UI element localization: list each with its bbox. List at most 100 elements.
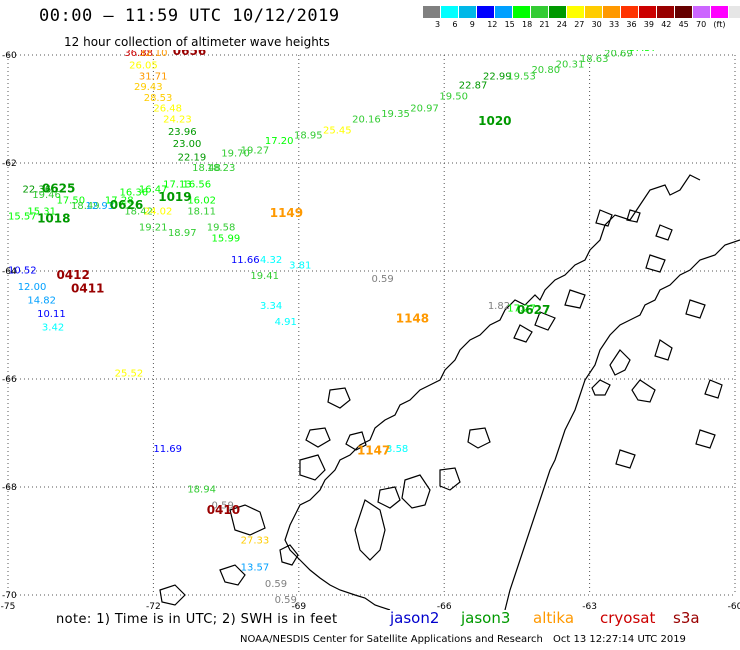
wave-height-value: 15.99 [212, 233, 241, 244]
wave-height-value: 20.80 [531, 65, 560, 76]
wave-height-value: 4.32 [260, 255, 282, 266]
scale-label: 45 [678, 20, 689, 29]
x-tick-label: -75 [1, 602, 16, 610]
wave-height-value: 11.66 [231, 255, 260, 266]
wave-height-value: 26.05 [129, 61, 158, 72]
wave-height-value: 23.00 [173, 139, 202, 150]
y-tick-label: -64 [2, 267, 17, 277]
pass-time-label: 1019 [158, 190, 191, 204]
wave-height-value: 18.23 [207, 163, 236, 174]
wave-height-value: 18.49 [71, 201, 100, 212]
wave-height-value: 19.58 [207, 223, 236, 234]
legend-cryosat: cryosat [600, 609, 656, 627]
y-tick-label: -60 [2, 51, 17, 61]
wave-height-value: 18.97 [168, 228, 197, 239]
wave-height-value: 22.19 [178, 152, 207, 163]
pass-time-label: 1020 [478, 114, 511, 128]
scale-swatch [711, 6, 729, 18]
wave-height-value: 19.70 [221, 149, 250, 160]
legend-jason2: jason2 [390, 609, 440, 627]
scale-swatch [513, 6, 531, 18]
coastline [159, 174, 740, 610]
wave-height-value: 18.48 [192, 163, 221, 174]
wave-height-value: 12.93 [86, 201, 115, 212]
x-tick-label: -63 [582, 602, 597, 610]
footer-credit: NOAA/NESDIS Center for Satellite Applica… [240, 634, 543, 645]
wave-height-value: 19.53 [507, 71, 536, 82]
wave-height-value: 20.69 [604, 50, 633, 60]
scale-swatch [639, 6, 657, 18]
scale-swatch [675, 6, 693, 18]
wave-height-value: 36.88 [124, 50, 153, 59]
note-text: note: 1) Time is in UTC; 2) SWH is in fe… [56, 612, 338, 627]
scale-swatch [441, 6, 459, 18]
wave-height-value: 16.56 [182, 179, 211, 190]
wave-height-value: 25.45 [323, 125, 352, 136]
wave-height-value: 26.48 [153, 104, 182, 115]
pass-time-label: 0625 [42, 182, 75, 196]
y-tick-label: -70 [2, 591, 17, 601]
wave-height-value: 19.46 [32, 190, 61, 201]
y-tick-label: -66 [2, 375, 17, 385]
legend-s3a: s3a [673, 609, 700, 627]
footer: NOAA/NESDIS Center for Satellite Applica… [240, 634, 740, 648]
wave-height-value: 18.63 [580, 54, 609, 65]
wave-height-value: 19.35 [381, 109, 410, 120]
grid-lines [7, 54, 736, 596]
wave-height-value: 27.33 [241, 536, 270, 547]
wave-height-value: 17.27 [507, 304, 536, 315]
wave-height-value: 22.99 [483, 71, 512, 82]
scale-swatch [495, 6, 513, 18]
scale-label: 18 [522, 20, 533, 29]
wave-height-value: 18.95 [294, 131, 323, 142]
wave-height-value: 22.87 [459, 80, 488, 91]
pass-time-label: 0627 [517, 303, 550, 317]
chart-title: 00:00 – 11:59 UTC 10/12/2019 [39, 6, 340, 26]
scale-swatch [585, 6, 603, 18]
axis-tick-labels: -75 -72 -69 -66 -63 -60 -60 -62 -64 -66 -68 -70 [1, 51, 740, 610]
scale-swatch [477, 6, 495, 18]
wave-height-value: 19.50 [439, 91, 468, 102]
wave-height-color-scale [423, 6, 740, 18]
scale-label: 70 [696, 20, 707, 29]
wave-height-value: 22.36 [23, 185, 52, 196]
scale-swatch [621, 6, 639, 18]
wave-height-value: 3.42 [42, 322, 64, 333]
pass-time-label: 1018 [37, 211, 70, 225]
wave-height-value: 0.59 [372, 274, 394, 285]
scale-label: 30 [591, 20, 602, 29]
wave-height-value: 20.97 [410, 104, 439, 115]
wave-height-value: 17.20 [265, 136, 294, 147]
x-tick-label: -66 [437, 602, 452, 610]
wave-height-value: 32.10 [139, 50, 168, 59]
scale-label: 24 [556, 20, 567, 29]
wave-height-value: 0.59 [275, 595, 297, 606]
scale-swatch [423, 6, 441, 18]
wave-height-value: 3.81 [289, 260, 311, 271]
scale-swatch [729, 6, 740, 18]
scale-swatch [693, 6, 711, 18]
wave-height-value: 17.13 [163, 179, 192, 190]
pass-time-label: 0410 [207, 503, 240, 517]
scale-swatch [549, 6, 567, 18]
wave-height-value: 19.21 [139, 223, 168, 234]
wave-height-value: 18.94 [187, 484, 216, 495]
wave-height-value: 19.41 [250, 271, 279, 282]
wave-height-value: 14.82 [27, 295, 56, 306]
legend-altika: altika [533, 609, 575, 627]
wave-height-value: 16.47 [139, 185, 168, 196]
wave-height-value: 10.52 [8, 266, 37, 277]
wave-height-value: 15.31 [27, 206, 56, 217]
wave-height-value: 13.57 [241, 563, 270, 574]
wave-height-value: 31.71 [139, 71, 168, 82]
wave-height-value: 16.02 [187, 196, 216, 207]
scale-swatch [459, 6, 477, 18]
scale-label: 39 [643, 20, 654, 29]
pass-time-label: 0656 [173, 50, 206, 58]
x-tick-label: -60 [728, 602, 740, 610]
wave-height-value: 3.58 [386, 444, 408, 455]
pass-time-label: 1148 [396, 311, 429, 325]
